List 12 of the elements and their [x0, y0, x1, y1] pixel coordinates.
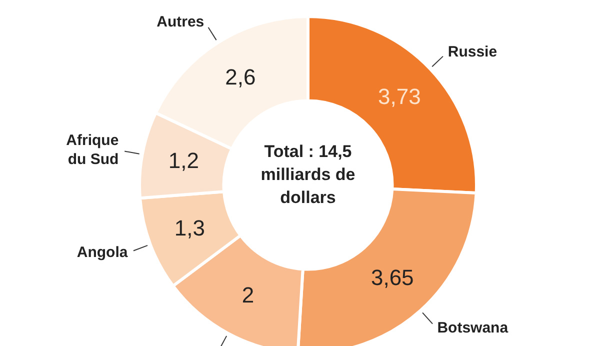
- slice-label: Afrique du Sud: [66, 132, 119, 168]
- data-label: 1,3: [174, 216, 206, 241]
- data-label: 2,6: [225, 64, 256, 90]
- data-label: 1,2: [168, 148, 200, 174]
- slice-label: Botswana: [437, 319, 509, 336]
- data-label: 2: [242, 282, 254, 308]
- slice-label: Angola: [76, 244, 128, 261]
- data-label: 3,65: [370, 265, 414, 290]
- text: Total : 14,5 milliards de dollars: [260, 141, 356, 209]
- slice-label: Russie: [448, 43, 498, 60]
- slice-label: Autres: [156, 13, 204, 30]
- data-label: 3,73: [378, 84, 421, 109]
